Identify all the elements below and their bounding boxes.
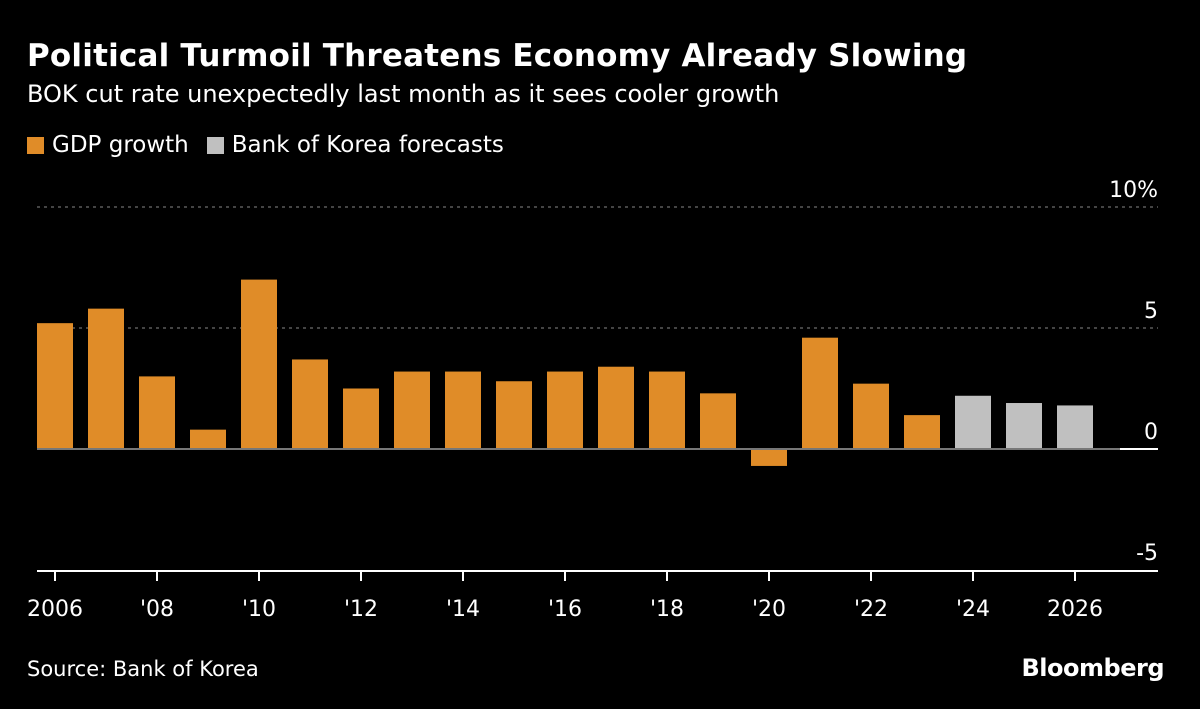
legend-item-forecast: Bank of Korea forecasts: [206, 132, 504, 158]
bar-2023: [904, 415, 940, 449]
bar-2007: [88, 308, 124, 449]
bar-2026: [1057, 405, 1093, 449]
y-tick-label: 5: [1144, 299, 1158, 324]
bar-2012: [343, 388, 379, 449]
chart-subtitle: BOK cut rate unexpectedly last month as …: [27, 80, 780, 108]
bar-2025: [1006, 403, 1042, 449]
chart-title: Political Turmoil Threatens Economy Alre…: [27, 38, 968, 74]
x-tick-label: '18: [650, 597, 684, 622]
x-tick-label: 2006: [27, 597, 83, 622]
bar-2021: [802, 337, 838, 449]
y-tick-label: 10%: [1109, 178, 1158, 203]
bar-2014: [445, 371, 481, 449]
bar-2017: [598, 366, 634, 449]
source-note: Source: Bank of Korea: [27, 657, 259, 681]
bar-2018: [649, 371, 685, 449]
x-tick-label: '20: [752, 597, 786, 622]
x-tick-label: '10: [242, 597, 276, 622]
legend-swatch-gdp: [27, 136, 44, 154]
bar-2024: [955, 395, 991, 449]
bar-2016: [547, 371, 583, 449]
bar-2011: [292, 359, 328, 449]
legend-label-forecast: Bank of Korea forecasts: [231, 132, 504, 158]
bar-2010: [241, 279, 277, 449]
bar-2009: [190, 429, 226, 449]
x-tick-label: '14: [446, 597, 480, 622]
legend-item-gdp: GDP growth: [27, 132, 189, 158]
bar-2022: [853, 383, 889, 449]
legend: GDP growth Bank of Korea forecasts: [27, 132, 522, 158]
bar-2008: [139, 376, 175, 449]
bar-2013: [394, 371, 430, 449]
bloomberg-logo: Bloomberg: [1021, 654, 1165, 682]
x-tick-label: '12: [344, 597, 378, 622]
x-tick-label: 2026: [1047, 597, 1103, 622]
bar-2015: [496, 381, 532, 449]
x-tick-label: '22: [854, 597, 888, 622]
y-tick-label: -5: [1136, 541, 1158, 566]
bar-2006: [37, 323, 73, 449]
x-tick-label: '24: [956, 597, 990, 622]
x-tick-label: '16: [548, 597, 582, 622]
y-tick-label: 0: [1144, 420, 1158, 445]
x-tick-label: '08: [140, 597, 174, 622]
legend-label-gdp: GDP growth: [52, 132, 189, 158]
legend-swatch-forecast: [206, 136, 224, 154]
bar-2020: [751, 449, 787, 466]
bar-2019: [700, 393, 736, 449]
